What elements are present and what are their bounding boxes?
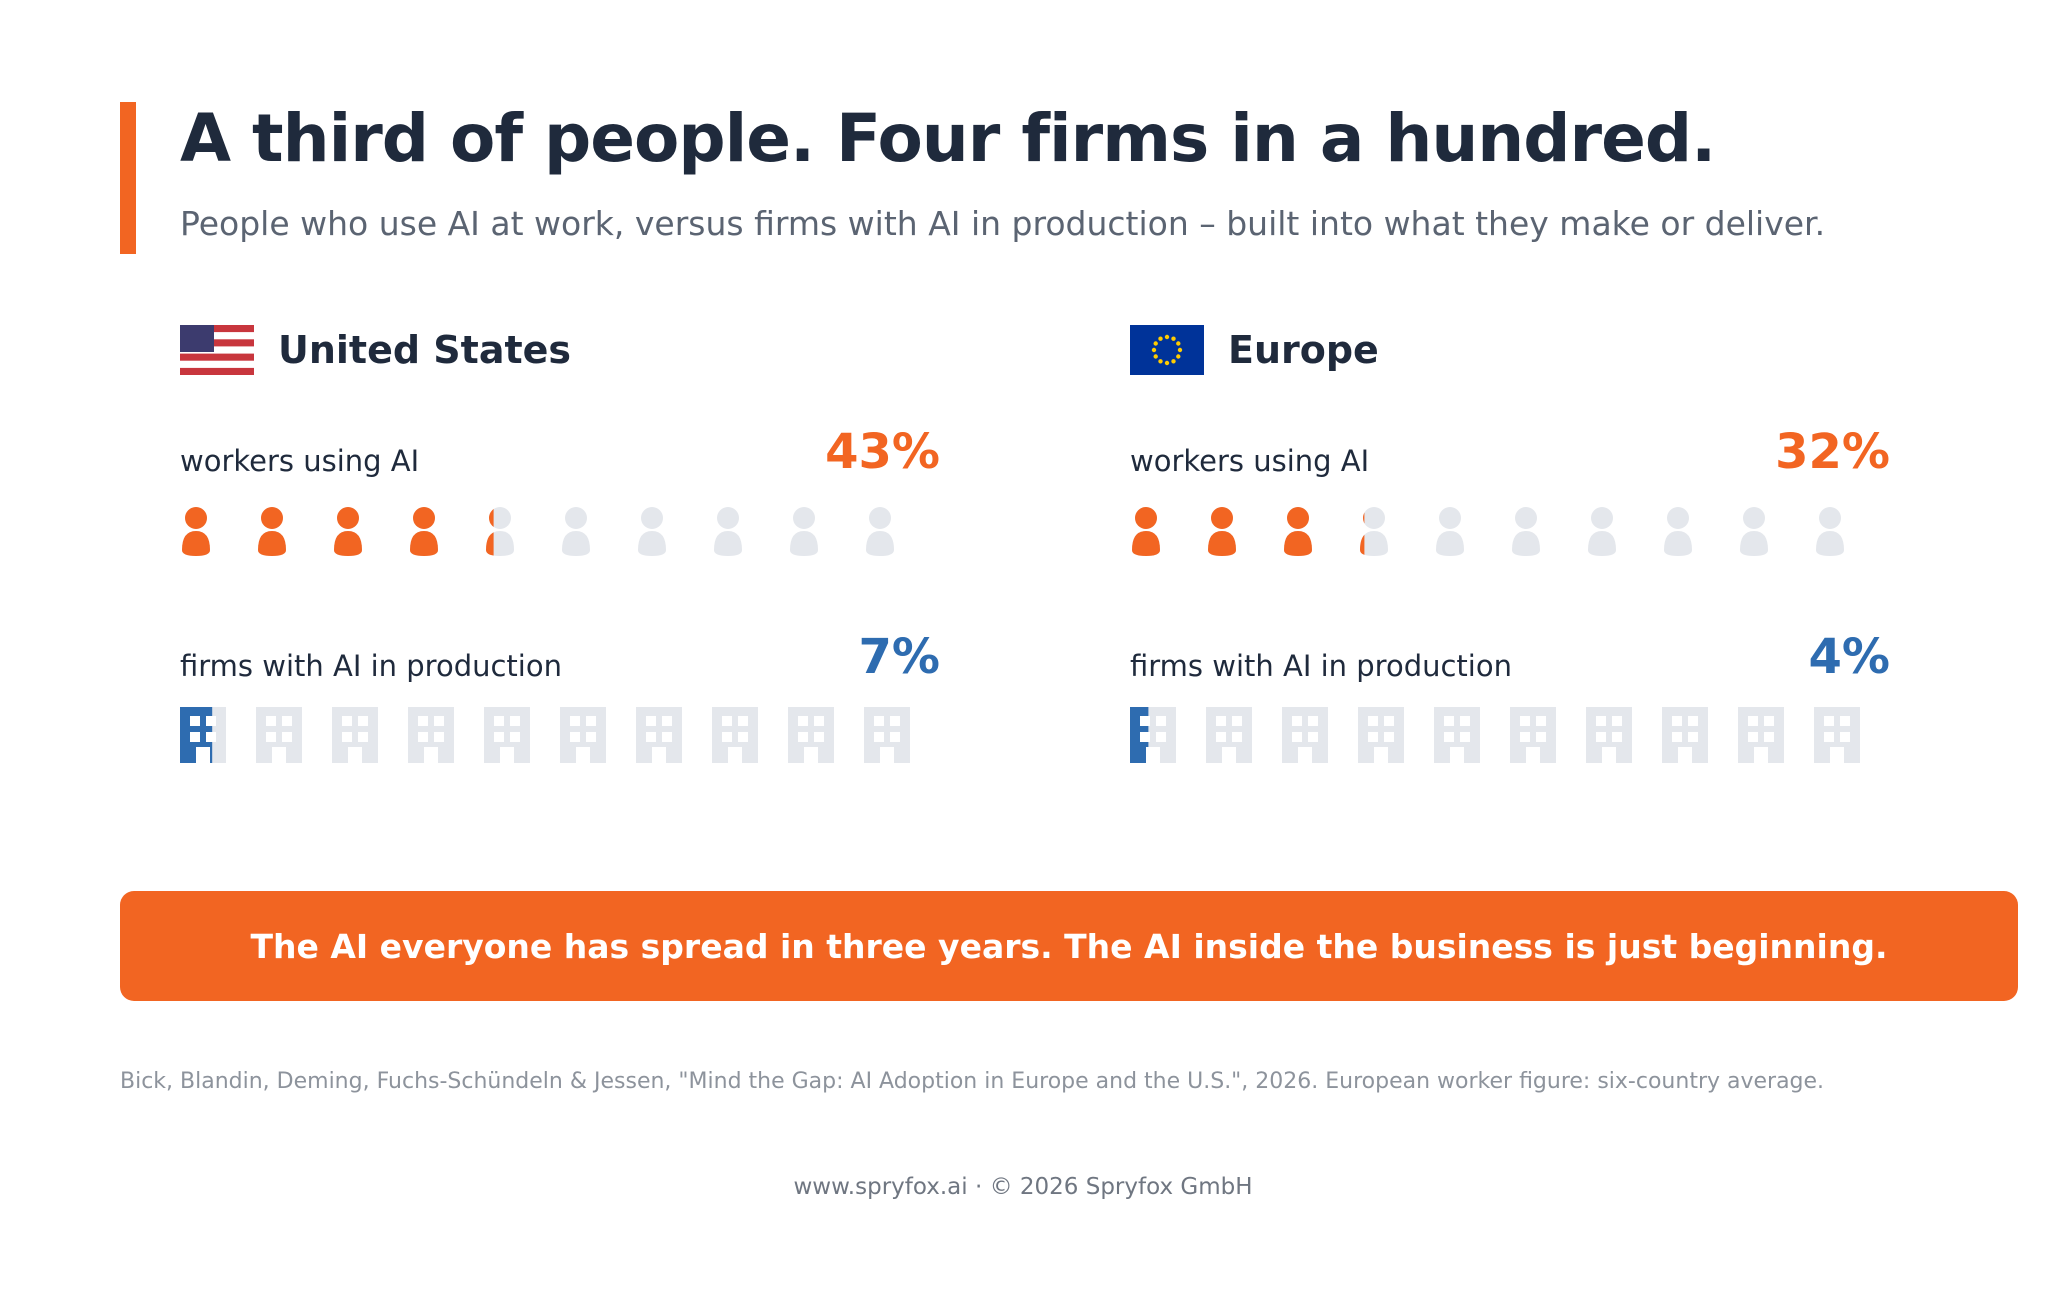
- person-icon: [1664, 507, 1692, 556]
- building-icon: [1206, 707, 1252, 763]
- metric-firms: firms with AI in production 4%: [1130, 625, 1890, 775]
- person-icon: [486, 507, 514, 556]
- person-icon: [790, 507, 818, 556]
- building-icon-row: [1130, 703, 1890, 773]
- person-icon: [714, 507, 742, 556]
- metric-label: workers using AI: [180, 444, 420, 478]
- person-icon-row: [1130, 498, 1890, 568]
- person-icon: [1360, 507, 1388, 556]
- person-icon: [1284, 507, 1312, 556]
- us-flag-icon: [180, 325, 254, 375]
- person-icon: [1436, 507, 1464, 556]
- metric-value: 43%: [825, 424, 940, 480]
- person-icon: [1588, 507, 1616, 556]
- person-icon: [1208, 507, 1236, 556]
- person-icon: [334, 507, 362, 556]
- person-icon: [562, 507, 590, 556]
- panel-header: Europe: [1130, 320, 1379, 380]
- building-icon: [560, 707, 606, 763]
- person-icon: [182, 507, 210, 556]
- building-icon: [1586, 707, 1632, 763]
- building-icon: [1510, 707, 1556, 763]
- building-icon: [180, 707, 226, 763]
- source-note: Bick, Blandin, Deming, Fuchs-Schündeln &…: [120, 1069, 1825, 1094]
- building-icon: [1358, 707, 1404, 763]
- metric-label: workers using AI: [1130, 444, 1370, 478]
- panel-united-states: United States workers using AI 43% firms…: [180, 320, 940, 780]
- building-icon: [1130, 707, 1176, 763]
- page-title: A third of people. Four firms in a hundr…: [180, 100, 1716, 177]
- banner-text: The AI everyone has spread in three year…: [250, 926, 1888, 966]
- building-icon-array: [1130, 707, 1860, 763]
- metric-label: firms with AI in production: [1130, 649, 1512, 683]
- building-icon: [864, 707, 910, 763]
- metric-value: 7%: [858, 629, 941, 685]
- person-icon: [866, 507, 894, 556]
- metric-firms: firms with AI in production 7%: [180, 625, 940, 775]
- metric-label: firms with AI in production: [180, 649, 562, 683]
- building-icon: [1738, 707, 1784, 763]
- building-icon-row: [180, 703, 940, 773]
- page-subtitle: People who use AI at work, versus firms …: [180, 204, 1826, 243]
- key-message-banner: The AI everyone has spread in three year…: [120, 891, 2018, 1001]
- metric-value: 32%: [1775, 424, 1890, 480]
- building-icon: [1434, 707, 1480, 763]
- building-icon: [788, 707, 834, 763]
- person-icon-array: [182, 507, 894, 556]
- person-icon: [258, 507, 286, 556]
- metric-workers: workers using AI 32%: [1130, 420, 1890, 570]
- panel-europe: Europe workers using AI 32% firms with A…: [1130, 320, 1890, 780]
- building-icon: [636, 707, 682, 763]
- region-name: Europe: [1228, 328, 1379, 372]
- person-icon: [1512, 507, 1540, 556]
- footer: www.spryfox.ai · © 2026 Spryfox GmbH: [793, 1174, 1253, 1200]
- building-icon: [408, 707, 454, 763]
- person-icon: [1740, 507, 1768, 556]
- region-name: United States: [278, 328, 572, 372]
- building-icon: [484, 707, 530, 763]
- metric-value: 4%: [1808, 629, 1891, 685]
- person-icon: [1132, 507, 1160, 556]
- person-icon-array: [1132, 507, 1844, 556]
- panel-header: United States: [180, 320, 571, 380]
- accent-bar: [120, 102, 136, 254]
- building-icon: [1282, 707, 1328, 763]
- person-icon: [410, 507, 438, 556]
- building-icon: [332, 707, 378, 763]
- building-icon-array: [180, 707, 910, 763]
- person-icon: [1816, 507, 1844, 556]
- building-icon: [1662, 707, 1708, 763]
- eu-flag-icon: [1130, 325, 1204, 375]
- metric-workers: workers using AI 43%: [180, 420, 940, 570]
- building-icon: [712, 707, 758, 763]
- person-icon: [638, 507, 666, 556]
- building-icon: [256, 707, 302, 763]
- person-icon-row: [180, 498, 940, 568]
- building-icon: [1814, 707, 1860, 763]
